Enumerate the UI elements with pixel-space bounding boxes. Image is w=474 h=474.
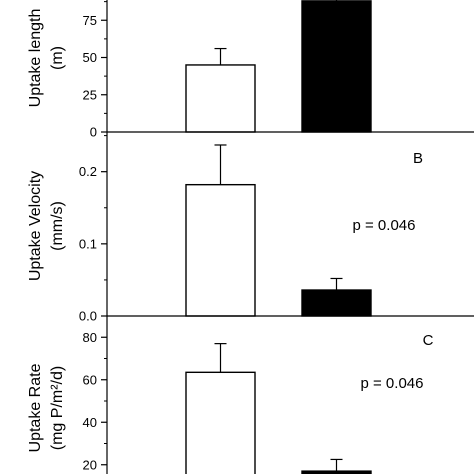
p-value-annotation: p = 0.046 bbox=[353, 217, 416, 234]
bar-2 bbox=[301, 289, 372, 317]
y-axis-label: Uptake length (m) bbox=[27, 9, 66, 108]
y-tick-label: 0 bbox=[90, 125, 97, 140]
bar-1 bbox=[185, 64, 256, 133]
panel-label: B bbox=[413, 150, 423, 167]
y-axis-label: Uptake Velocity (mm/s) bbox=[27, 171, 66, 281]
y-tick-label: 50 bbox=[83, 50, 97, 65]
y-axis-label-line: Uptake length bbox=[27, 9, 44, 108]
y-axis-label-line: (mg P/m²/d) bbox=[49, 366, 66, 450]
y-axis-label: Uptake Rate (mg P/m²/d) bbox=[27, 363, 66, 452]
y-tick-label: 40 bbox=[83, 415, 97, 430]
bar-1 bbox=[185, 371, 256, 474]
y-tick-label: 0.2 bbox=[79, 164, 97, 179]
y-tick-label: 25 bbox=[83, 87, 97, 102]
y-axis-label-line: Uptake Velocity bbox=[27, 171, 44, 281]
y-tick-label: 80 bbox=[83, 330, 97, 345]
y-tick-label: 0.1 bbox=[79, 236, 97, 251]
y-tick-label: 60 bbox=[83, 372, 97, 387]
bar-2 bbox=[301, 0, 372, 133]
y-tick-label: 75 bbox=[83, 13, 97, 28]
panel-label: C bbox=[423, 332, 434, 349]
y-tick-label: 20 bbox=[83, 457, 97, 472]
bar-1 bbox=[185, 183, 256, 317]
y-tick-label: 0.0 bbox=[79, 309, 97, 324]
y-axis-label-line: (m) bbox=[49, 46, 66, 70]
p-value-annotation: p = 0.046 bbox=[361, 375, 424, 392]
y-axis-label-line: Uptake Rate bbox=[27, 363, 44, 452]
y-axis-label-line: (mm/s) bbox=[49, 201, 66, 251]
